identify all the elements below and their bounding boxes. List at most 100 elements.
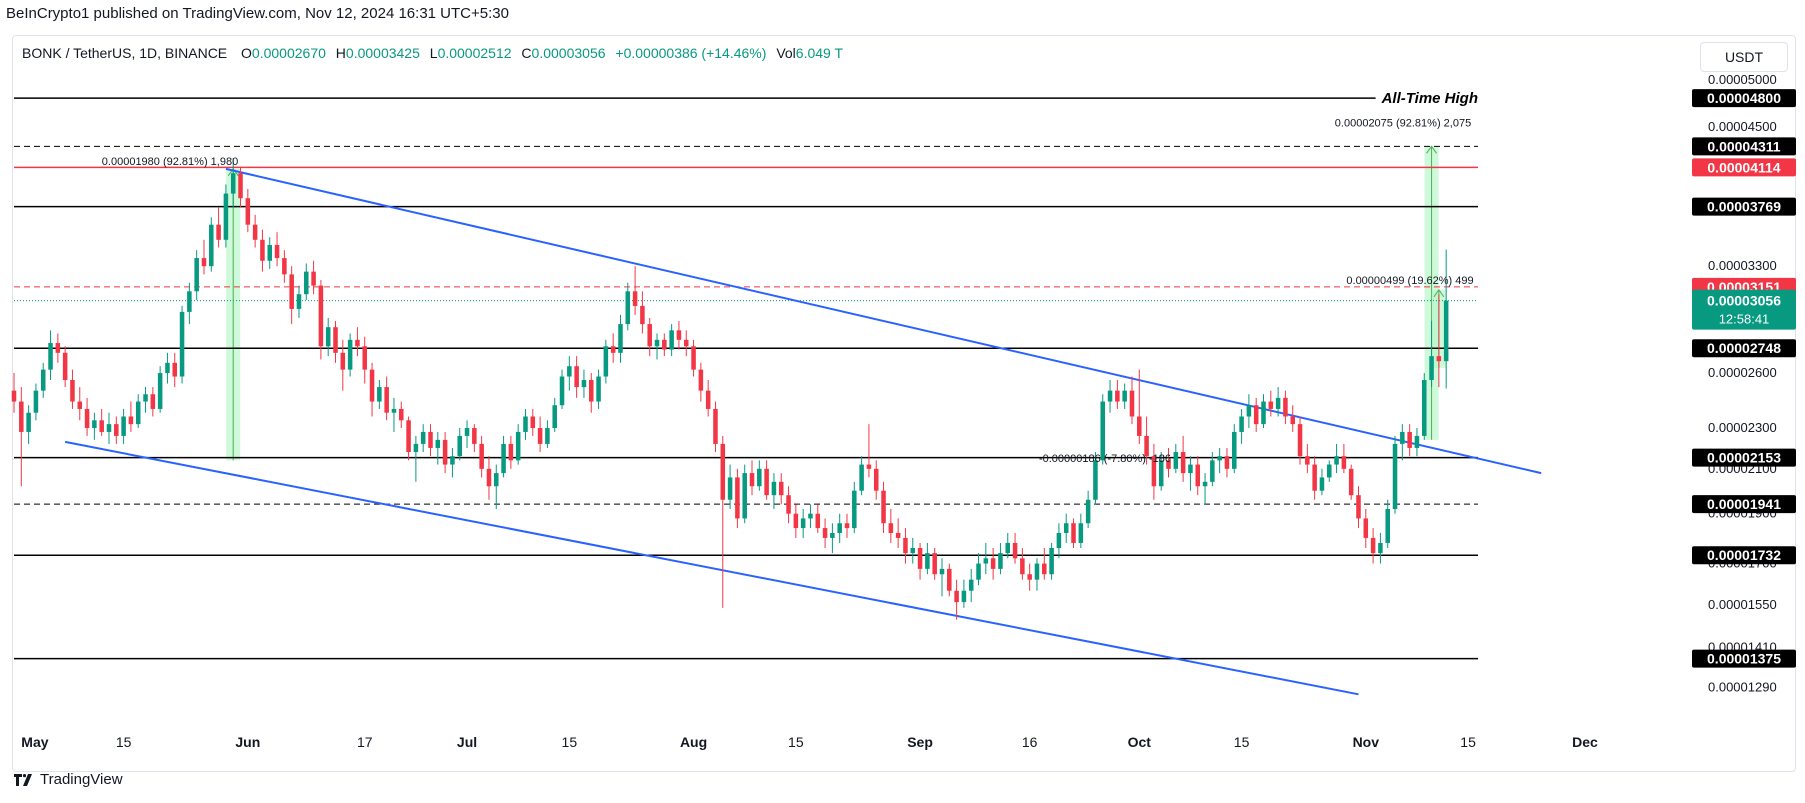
candle <box>837 513 842 543</box>
candle-body <box>800 518 806 529</box>
candle-body <box>347 339 353 370</box>
candle-body <box>983 558 989 564</box>
close-value: 0.00003056 <box>531 45 606 61</box>
candle-body <box>713 408 718 444</box>
candle-body <box>1334 456 1339 465</box>
candle <box>771 473 777 509</box>
candle <box>479 435 484 478</box>
candle <box>26 405 31 444</box>
candle <box>399 401 404 429</box>
candle <box>983 542 989 575</box>
candle <box>574 356 579 398</box>
candle <box>450 447 455 478</box>
candle <box>19 387 24 487</box>
footer-brand[interactable]: TradingView <box>14 771 123 788</box>
candle-body <box>888 523 894 533</box>
level-price-tag-text: 0.00002748 <box>1707 340 1781 356</box>
candle <box>1443 249 1449 389</box>
level-price-tag-text: 0.00001941 <box>1707 496 1781 512</box>
candle <box>1034 558 1040 591</box>
candle <box>77 387 83 421</box>
candle <box>157 366 163 413</box>
candle-body <box>157 373 163 409</box>
candle-body <box>1261 401 1266 425</box>
x-tick-label: Dec <box>1572 734 1598 750</box>
candle <box>581 369 587 398</box>
candle <box>92 412 97 440</box>
candle-body <box>859 464 864 491</box>
level-price-tag: 0.00004311 <box>1692 137 1796 156</box>
candle-body <box>128 416 134 425</box>
candle <box>610 333 616 363</box>
candle-body <box>596 376 601 402</box>
candle-body <box>230 173 236 194</box>
candle <box>1144 416 1149 465</box>
candle-body <box>1290 416 1295 425</box>
candle-body <box>676 330 682 340</box>
candle <box>274 232 280 267</box>
candle <box>1275 387 1281 417</box>
price-tags: 0.00004800 0.00004311 0.00004114 0.00003769… <box>1692 89 1796 668</box>
candle <box>391 397 397 432</box>
candle <box>457 428 462 461</box>
candle-body <box>837 523 842 533</box>
candle <box>1137 369 1142 444</box>
candle-body <box>757 468 762 487</box>
candle-body <box>1115 390 1120 402</box>
currency-button[interactable]: USDT <box>1700 42 1788 72</box>
candle <box>1100 394 1106 465</box>
candle <box>1326 460 1332 482</box>
candle <box>545 420 550 448</box>
candle-body <box>559 376 565 406</box>
candle-body <box>662 339 667 350</box>
candle <box>800 508 806 538</box>
candle <box>881 481 886 533</box>
candle-body <box>552 405 557 429</box>
candle <box>260 229 265 272</box>
candle-body <box>260 239 265 261</box>
candle <box>917 542 923 580</box>
candle-body <box>830 532 835 538</box>
candle-body <box>903 537 908 554</box>
candle <box>632 266 638 315</box>
candle <box>238 166 243 208</box>
candle <box>910 537 916 564</box>
candle <box>1049 542 1054 580</box>
candle <box>135 394 141 429</box>
measure-arrow-head <box>1433 289 1445 298</box>
candle-body <box>1217 456 1222 461</box>
candle-body <box>1151 456 1157 487</box>
candle <box>33 383 39 421</box>
candle-body <box>1137 416 1142 436</box>
candle-body <box>121 416 126 436</box>
candle-body <box>1253 405 1259 425</box>
candle-body <box>289 274 294 309</box>
open-label: O <box>241 45 252 61</box>
candle-body <box>1246 405 1252 417</box>
candle <box>742 464 747 524</box>
candle-body <box>647 324 652 347</box>
candle <box>676 321 682 350</box>
candle <box>1297 416 1303 465</box>
candle <box>830 523 835 554</box>
candle <box>55 333 61 363</box>
candle <box>340 339 346 391</box>
candle <box>947 563 952 597</box>
level-price-tag-text: 0.00003769 <box>1707 199 1781 215</box>
candle <box>1056 523 1062 559</box>
candle-body <box>135 401 141 425</box>
candle <box>179 305 185 384</box>
candle <box>486 456 492 500</box>
candle <box>552 397 557 432</box>
candle <box>698 362 704 402</box>
candle-body <box>625 291 631 325</box>
candle <box>1436 294 1442 388</box>
candle <box>1341 443 1347 474</box>
candle-body <box>1370 537 1376 554</box>
candle-body <box>209 224 214 267</box>
candle-body <box>1232 431 1237 469</box>
candle <box>377 380 382 409</box>
x-tick-label: 17 <box>357 734 373 750</box>
symbol-label[interactable]: BONK / TetherUS, 1D, BINANCE <box>22 45 228 61</box>
